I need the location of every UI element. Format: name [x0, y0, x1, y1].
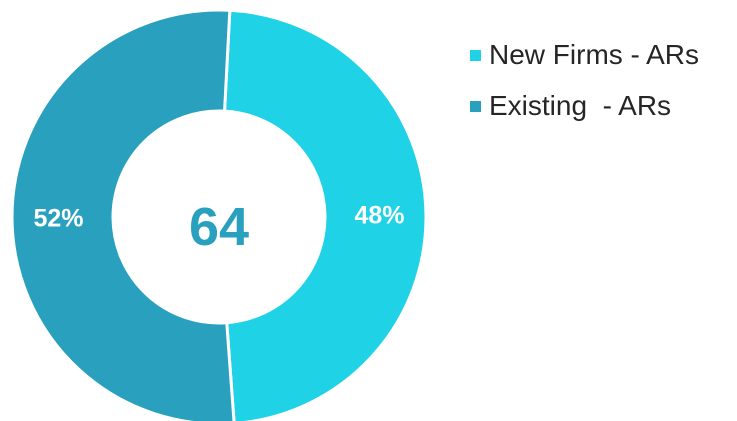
donut-slice-label-2: 52%: [33, 205, 83, 233]
legend-swatch-1: [470, 49, 481, 61]
donut-slice-1: [222, 8, 428, 421]
legend-label-2: Existing - ARs: [489, 90, 672, 121]
donut-slices: [10, 8, 428, 421]
donut-slice-2: [10, 8, 236, 421]
legend-swatch-2: [470, 100, 481, 112]
donut-slice-labels: 48% 52%: [33, 201, 404, 232]
legend-item-1: New Firms - ARs: [470, 34, 699, 76]
donut-slice-label-1: 48%: [354, 201, 404, 229]
legend-item-2: Existing - ARs: [470, 85, 699, 127]
chart-legend: New Firms - ARs Existing - ARs: [470, 34, 699, 136]
legend-label-1: New Firms - ARs: [489, 39, 699, 70]
center-total-value: 64: [189, 197, 249, 257]
